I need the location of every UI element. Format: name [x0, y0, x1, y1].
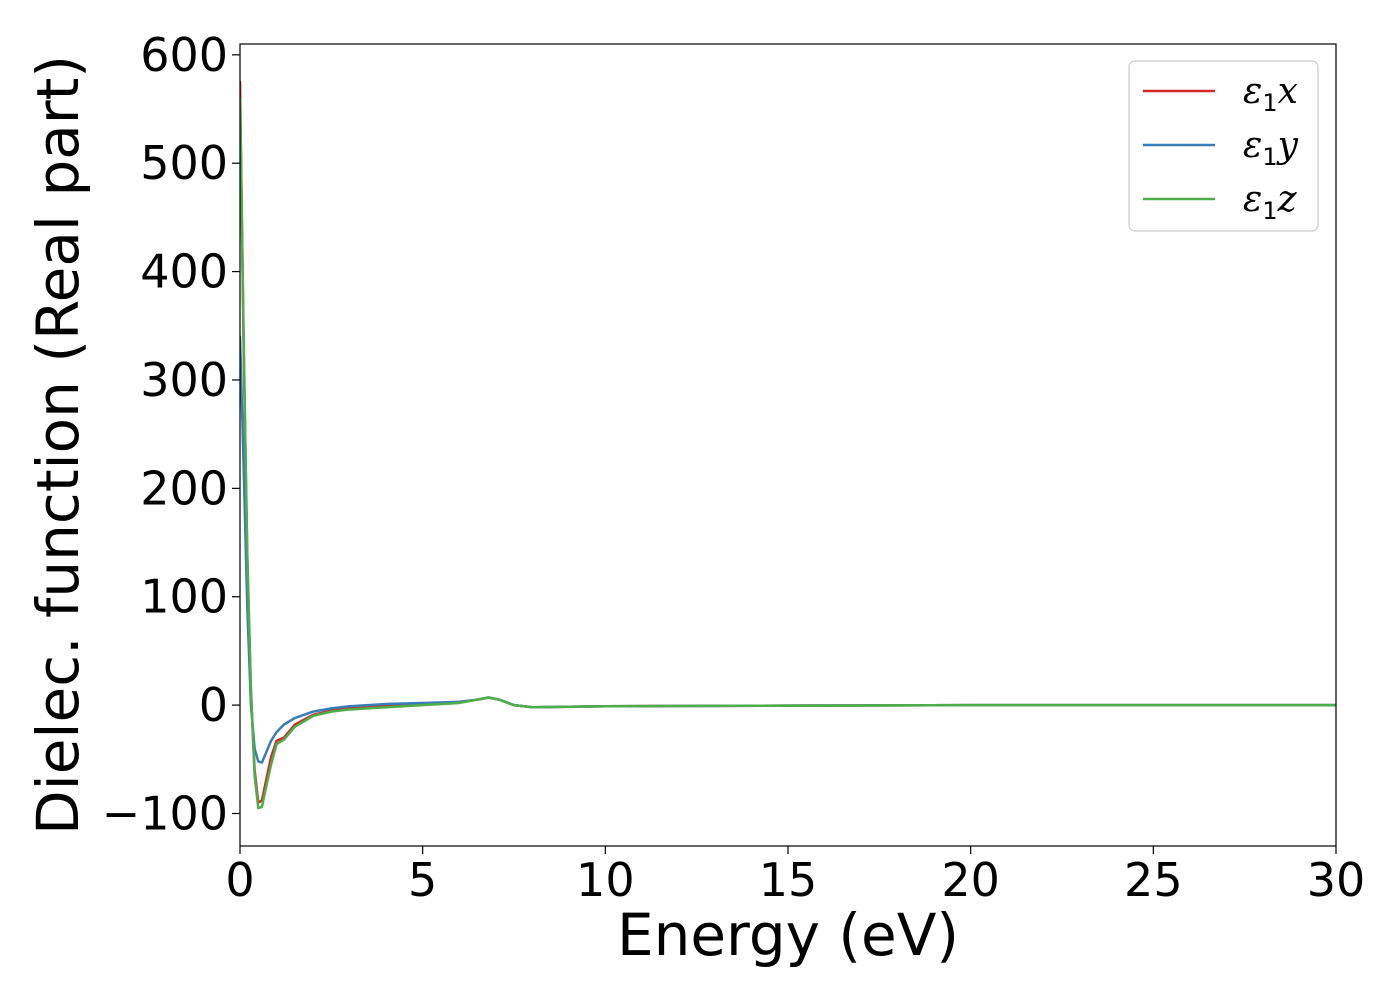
- x-axis-title: Energy (eV): [617, 901, 959, 969]
- y-tick-label: 200: [140, 461, 228, 515]
- x-tick-label: 5: [408, 853, 437, 907]
- x-tick-label: 20: [941, 853, 1000, 907]
- x-tick-label: 10: [576, 853, 635, 907]
- legend: ε1x ε1y ε1z: [1128, 60, 1319, 232]
- y-tick-label: 100: [140, 570, 228, 624]
- x-tick-label: 30: [1307, 853, 1366, 907]
- y-axis-ticks: −100 0 100 200 300 400 500 600: [102, 28, 240, 840]
- legend-label-3: ε1z: [1243, 179, 1298, 225]
- x-tick-label: 0: [225, 853, 254, 907]
- series-line-2: [240, 335, 1336, 764]
- y-axis-title: Dielec. function (Real part): [24, 55, 92, 835]
- x-axis-ticks: 0 5 10 15 20 25 30: [225, 846, 1365, 907]
- y-tick-label: 500: [140, 136, 228, 190]
- y-tick-label: 400: [140, 245, 228, 299]
- series-line-3: [240, 96, 1336, 810]
- legend-box: [1128, 60, 1319, 232]
- y-tick-label: 600: [140, 28, 228, 82]
- series-layer: [240, 80, 1336, 810]
- x-tick-label: 25: [1124, 853, 1183, 907]
- y-tick-label: 0: [199, 678, 228, 732]
- y-tick-label: −100: [102, 786, 228, 840]
- y-tick-label: 300: [140, 353, 228, 407]
- legend-label-2: ε1y: [1243, 125, 1299, 171]
- x-tick-label: 15: [759, 853, 818, 907]
- legend-label-1: ε1x: [1243, 71, 1298, 117]
